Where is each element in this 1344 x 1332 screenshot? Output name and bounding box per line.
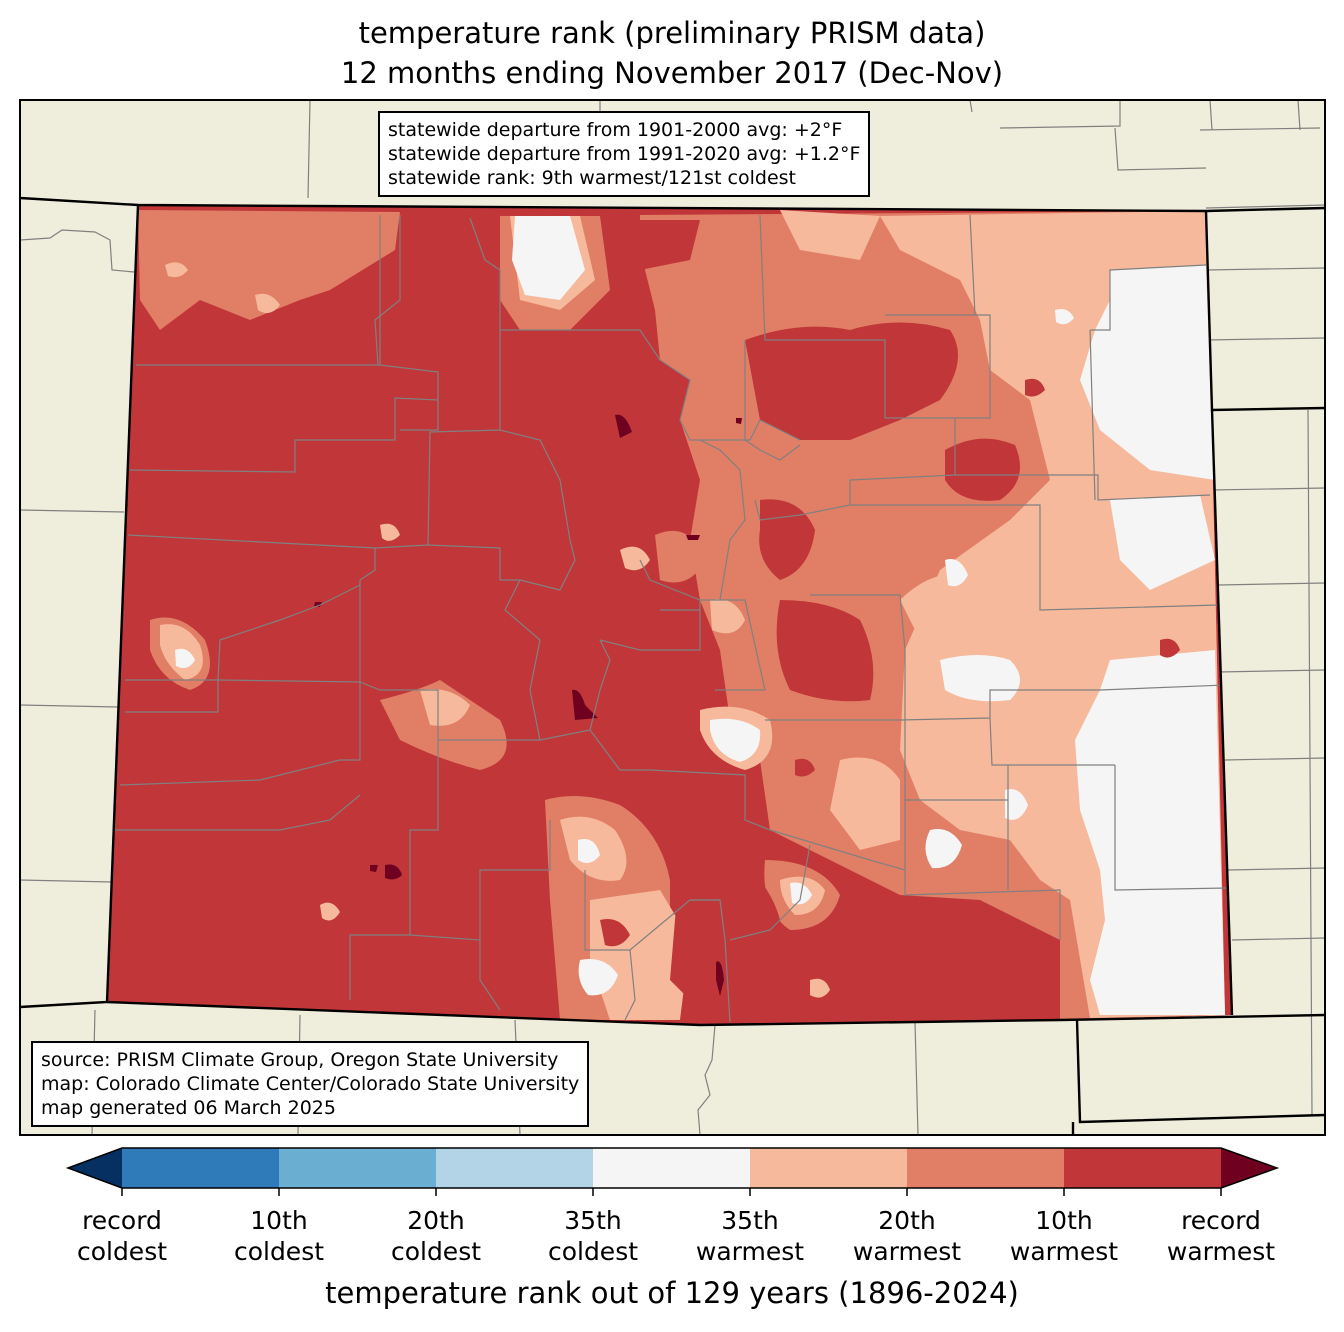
colorbar-bin-35th-warmest (750, 1148, 907, 1188)
colorbar-label-35th-coldest: 35th coldest (547, 1206, 639, 1266)
map-title-line-2: 12 months ending November 2017 (Dec-Nov) (340, 56, 1004, 90)
rank-zones-10th-warmest-patches (600, 220, 1180, 1015)
colorbar-bin-20th-coldest (279, 1148, 436, 1188)
rank-zones-record-warmest (314, 414, 742, 996)
colorado-rank-field (107, 205, 1232, 1025)
state-borders (20, 196, 1325, 1135)
colorbar-bin-10th-coldest (122, 1148, 279, 1188)
colorbar-label-20th-coldest: 20th coldest (390, 1206, 482, 1266)
colorado-county-lines (113, 214, 1229, 1023)
map-title-line-1: temperature rank (preliminary PRISM data… (358, 16, 986, 50)
colorbar-label-35th-warmest: 35th warmest (695, 1206, 805, 1266)
colorbar-title: temperature rank out of 129 years (1896-… (325, 1276, 1019, 1310)
colorbar-label-record-warmest: record warmest (1166, 1206, 1276, 1266)
colorbar-bin-10th-warmest (1064, 1148, 1221, 1188)
colorbar-ticks (121, 1188, 1222, 1196)
colorbar-bin-near-normal (593, 1148, 750, 1188)
credits-generated: map generated 06 March 2025 (41, 1097, 336, 1119)
colorbar (65, 1147, 1280, 1196)
neighbor-county-lines (20, 100, 1325, 1135)
credits-box: source: PRISM Climate Group, Oregon Stat… (31, 1041, 590, 1127)
colorbar-label-10th-coldest: 10th coldest (233, 1206, 325, 1266)
colorbar-bin-35th-coldest (436, 1148, 593, 1188)
credits-source: source: PRISM Climate Group, Oregon Stat… (41, 1049, 559, 1071)
colorbar-record-warmest-arrow (1221, 1148, 1277, 1188)
stats-departure-1901-2000: statewide departure from 1901-2000 avg: … (388, 119, 843, 141)
map-frame (19, 99, 1326, 1136)
stats-departure-1991-2020: statewide departure from 1991-2020 avg: … (388, 143, 861, 165)
statewide-stats-box: statewide departure from 1901-2000 avg: … (378, 111, 871, 197)
credits-map: map: Colorado Climate Center/Colorado St… (41, 1073, 580, 1095)
colorbar-label-10th-warmest: 10th warmest (1009, 1206, 1119, 1266)
colorbar-record-coldest-arrow (68, 1148, 122, 1188)
stats-rank: statewide rank: 9th warmest/121st coldes… (388, 167, 797, 189)
colorbar-label-record-coldest: record coldest (76, 1206, 168, 1266)
colorbar-bin-20th-warmest (907, 1148, 1064, 1188)
colorbar-label-20th-warmest: 20th warmest (852, 1206, 962, 1266)
